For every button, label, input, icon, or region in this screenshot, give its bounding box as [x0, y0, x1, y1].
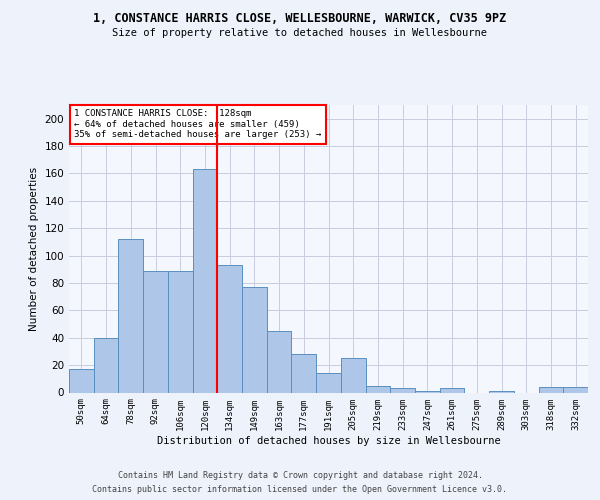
Bar [168, 270, 193, 392]
Bar [118, 239, 143, 392]
Bar [267, 331, 292, 392]
Bar [69, 369, 94, 392]
Y-axis label: Number of detached properties: Number of detached properties [29, 166, 39, 331]
Bar [242, 287, 267, 393]
Bar [390, 388, 415, 392]
Text: Size of property relative to detached houses in Wellesbourne: Size of property relative to detached ho… [113, 28, 487, 38]
Text: Distribution of detached houses by size in Wellesbourne: Distribution of detached houses by size … [157, 436, 500, 446]
Bar [415, 391, 440, 392]
Bar [217, 265, 242, 392]
Bar [143, 270, 168, 392]
Bar [539, 387, 563, 392]
Text: 1 CONSTANCE HARRIS CLOSE:  128sqm
← 64% of detached houses are smaller (459)
35%: 1 CONSTANCE HARRIS CLOSE: 128sqm ← 64% o… [74, 110, 322, 139]
Text: 1, CONSTANCE HARRIS CLOSE, WELLESBOURNE, WARWICK, CV35 9PZ: 1, CONSTANCE HARRIS CLOSE, WELLESBOURNE,… [94, 12, 506, 26]
Bar [365, 386, 390, 392]
Text: Contains HM Land Registry data © Crown copyright and database right 2024.: Contains HM Land Registry data © Crown c… [118, 472, 482, 480]
Text: Contains public sector information licensed under the Open Government Licence v3: Contains public sector information licen… [92, 484, 508, 494]
Bar [341, 358, 365, 392]
Bar [292, 354, 316, 393]
Bar [440, 388, 464, 392]
Bar [563, 387, 588, 392]
Bar [193, 170, 217, 392]
Bar [489, 391, 514, 392]
Bar [316, 374, 341, 392]
Bar [94, 338, 118, 392]
